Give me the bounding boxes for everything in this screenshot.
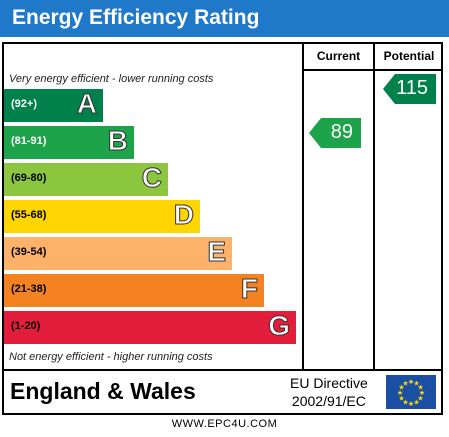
- flag-star-icon: ★: [417, 395, 423, 403]
- directive-line1: EU Directive: [290, 375, 368, 391]
- band-range: (81-91): [11, 135, 47, 147]
- divider-potential: [373, 42, 375, 371]
- flag-star-icon: ★: [397, 389, 403, 397]
- column-current: Current: [316, 49, 361, 63]
- potential-rating-value: 115: [396, 77, 428, 99]
- footer-url: WWW.EPC4U.COM: [171, 418, 278, 430]
- band-range: (1-20): [11, 320, 41, 332]
- bottom-panel: [2, 371, 443, 415]
- column-potential: Potential: [383, 49, 435, 63]
- band-range: (21-38): [11, 283, 47, 295]
- band-range: (39-54): [11, 246, 47, 258]
- divider-current: [302, 42, 304, 371]
- band-letter: D: [173, 199, 194, 231]
- band-range: (92+): [11, 98, 37, 110]
- band-letter: B: [107, 125, 128, 157]
- top-note: Very energy efficient - lower running co…: [9, 73, 214, 85]
- band-a: (92+) A: [4, 88, 103, 122]
- flag-star-icon: ★: [413, 399, 419, 407]
- eu-directive: EU Directive 2002/91/EC: [290, 374, 368, 410]
- band-letter: F: [240, 273, 258, 305]
- band-range: (69-80): [11, 172, 47, 184]
- band-d: (55-68) D: [4, 199, 200, 233]
- flag-star-icon: ★: [413, 379, 419, 387]
- title-bar: Energy Efficiency Rating: [0, 0, 449, 37]
- band-c: (69-80) C: [4, 162, 168, 196]
- flag-star-icon: ★: [402, 399, 408, 407]
- flag-star-icon: ★: [417, 384, 423, 392]
- flag-star-icon: ★: [408, 400, 414, 408]
- rating-frame: [2, 42, 443, 371]
- band-letter: E: [207, 236, 227, 268]
- directive-line2: 2002/91/EC: [291, 393, 366, 409]
- flag-star-icon: ★: [419, 389, 425, 397]
- flag-star-icon: ★: [398, 395, 404, 403]
- eu-flag-icon: ★ ★ ★ ★ ★ ★ ★ ★ ★ ★ ★ ★: [386, 375, 436, 409]
- flag-star-icon: ★: [408, 378, 414, 386]
- bottom-note: Not energy efficient - higher running co…: [9, 351, 213, 363]
- band-range: (55-68): [11, 209, 47, 221]
- current-rating-arrow: 89: [309, 118, 361, 148]
- band-g: (1-20) G: [4, 310, 296, 344]
- flag-star-icon: ★: [398, 384, 404, 392]
- current-rating-value: 89: [330, 121, 353, 143]
- chart-title: Energy Efficiency Rating: [12, 6, 260, 29]
- header-divider: [302, 69, 443, 71]
- band-letter: C: [141, 162, 162, 194]
- band-b: (81-91) B: [4, 125, 134, 159]
- band-letter: A: [76, 88, 97, 120]
- flag-star-icon: ★: [402, 379, 408, 387]
- band-e: (39-54) E: [4, 236, 232, 270]
- potential-rating-arrow: 115: [383, 74, 436, 104]
- band-f: (21-38) F: [4, 273, 264, 307]
- band-letter: G: [268, 310, 291, 342]
- country-label: England & Wales: [10, 378, 196, 404]
